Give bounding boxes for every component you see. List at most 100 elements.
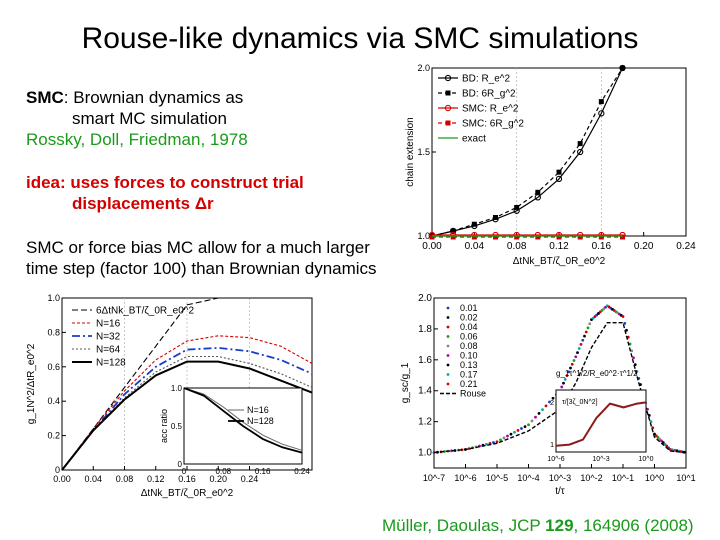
scatter-point xyxy=(570,362,574,366)
x-tick-label: 10^-4 xyxy=(517,473,539,483)
scatter-point xyxy=(563,377,567,381)
scatter-point xyxy=(467,447,471,450)
y-tick-label: 0.8 xyxy=(47,327,60,337)
inset-y-tick-label: 0.5 xyxy=(171,422,183,431)
y-axis-label: chain extension xyxy=(405,117,416,187)
scatter-point xyxy=(551,396,555,400)
claim-line2: time step (factor 100) than Brownian dyn… xyxy=(26,259,377,278)
scatter-point xyxy=(632,356,635,360)
scatter-point xyxy=(513,430,516,434)
x-tick-label: 0.00 xyxy=(53,474,71,484)
smc-intro-line1: SMC: Brownian dynamics as xyxy=(26,87,243,108)
x-tick-label: 10^-2 xyxy=(580,473,602,483)
scatter-point xyxy=(660,439,663,443)
x-tick-label: 0.08 xyxy=(116,474,134,484)
legend-marker-3 xyxy=(446,335,450,338)
scatter-point xyxy=(544,404,548,408)
scatter-point xyxy=(581,338,585,342)
y-tick-label: 1.5 xyxy=(417,147,430,157)
scatter-point xyxy=(588,322,592,326)
scatter-point xyxy=(541,408,544,412)
x-tick-label: 0.08 xyxy=(507,241,527,252)
legend-marker-6 xyxy=(446,363,450,367)
legend-marker-2 xyxy=(446,325,450,329)
legend-label-0: 6ΔtNk_BT/ζ_0R_e0^2 xyxy=(96,306,194,317)
x-tick-label: 0.12 xyxy=(549,241,569,252)
plot-frame xyxy=(431,67,687,237)
data-point xyxy=(556,234,562,240)
y-tick-label: 1.6 xyxy=(418,355,432,366)
x-axis-label: ΔtNk_BT/ζ_0R_e0^2 xyxy=(513,256,606,267)
series-line-0 xyxy=(431,67,624,237)
x-tick-label: 0.00 xyxy=(422,241,442,252)
data-point xyxy=(598,234,604,240)
inset-frame xyxy=(555,389,647,453)
inset-x-tick-label: 10^-3 xyxy=(592,456,609,463)
series-line-0 xyxy=(61,297,312,471)
y-tick-label: 1.0 xyxy=(417,231,430,241)
legend-marker-4 xyxy=(446,344,450,348)
inset-curve xyxy=(555,401,647,447)
y-tick-label: 2.0 xyxy=(418,293,432,304)
legend-label-6: 0.13 xyxy=(460,360,478,370)
inset-x-tick-label: 10^0 xyxy=(639,456,654,463)
data-point xyxy=(450,234,456,240)
scatter-point xyxy=(562,381,565,385)
data-point xyxy=(556,169,562,175)
scatter-point xyxy=(572,359,576,362)
x-tick-label: 10^-6 xyxy=(454,473,476,483)
legend-marker-2 xyxy=(444,104,452,112)
x-tick-label: 0.24 xyxy=(241,474,259,484)
scatter-point xyxy=(658,437,662,441)
scatter-point xyxy=(621,315,625,318)
inset-series-line-1 xyxy=(183,387,303,454)
y-tick-label: 0 xyxy=(55,465,60,475)
inset-series-line-0 xyxy=(183,387,303,451)
legend-label-4: N=128 xyxy=(96,358,126,369)
data-point xyxy=(577,234,583,240)
scatter-point xyxy=(576,351,579,355)
citation-authors: Müller, Daoulas, JCP xyxy=(382,516,546,535)
scatter-point xyxy=(520,427,523,430)
x-tick-label: 0.20 xyxy=(209,474,227,484)
citation-rest: , 164906 (2008) xyxy=(573,516,694,535)
legend-label-1: 0.02 xyxy=(460,313,478,323)
legend-marker-0 xyxy=(444,74,452,82)
legend-label-4: exact xyxy=(462,134,486,145)
y-tick-label: 1.0 xyxy=(418,448,432,459)
idea-line2: displacements Δr xyxy=(72,194,214,213)
citation: Müller, Daoulas, JCP 129, 164906 (2008) xyxy=(382,516,694,536)
y-tick-label: 1.4 xyxy=(418,386,432,397)
series-line-1 xyxy=(431,67,624,237)
y-tick-label: 0.2 xyxy=(47,431,60,441)
inset-y-axis-label: acc ratio xyxy=(159,409,169,443)
data-point xyxy=(471,221,477,227)
scatter-point xyxy=(579,342,583,346)
data-point xyxy=(577,141,583,147)
data-point xyxy=(577,148,584,156)
legend-label-0: BD: R_e^2 xyxy=(462,74,510,85)
scatter-point xyxy=(574,355,578,359)
data-point xyxy=(619,64,626,72)
scatter-point xyxy=(656,436,660,439)
data-point xyxy=(450,227,457,235)
inset-y-tick-label: 0 xyxy=(178,460,183,469)
y-tick-label: 0.6 xyxy=(47,362,60,372)
x-tick-label: 0.16 xyxy=(178,474,196,484)
inset-y-tick-label: 2 xyxy=(550,400,554,407)
scatter-point xyxy=(509,432,513,436)
scatter-point xyxy=(537,411,541,415)
scatter-point xyxy=(560,385,564,389)
scatter-point xyxy=(584,330,588,334)
claim-line1: SMC or force bias MC allow for a much la… xyxy=(26,238,370,257)
legend-label-5: 0.10 xyxy=(460,351,478,361)
legend-marker-0 xyxy=(446,306,450,310)
inset-y-tick-label: 1 xyxy=(550,442,554,449)
inset-y-tick-label: 1.0 xyxy=(171,384,183,393)
smc-label: SMC xyxy=(26,88,64,107)
scatter-point xyxy=(534,415,537,419)
y-tick-label: 1.2 xyxy=(418,417,432,428)
smc-description: : Brownian dynamics as xyxy=(63,88,244,107)
scatter-point xyxy=(577,347,581,350)
scatter-point xyxy=(527,423,530,427)
